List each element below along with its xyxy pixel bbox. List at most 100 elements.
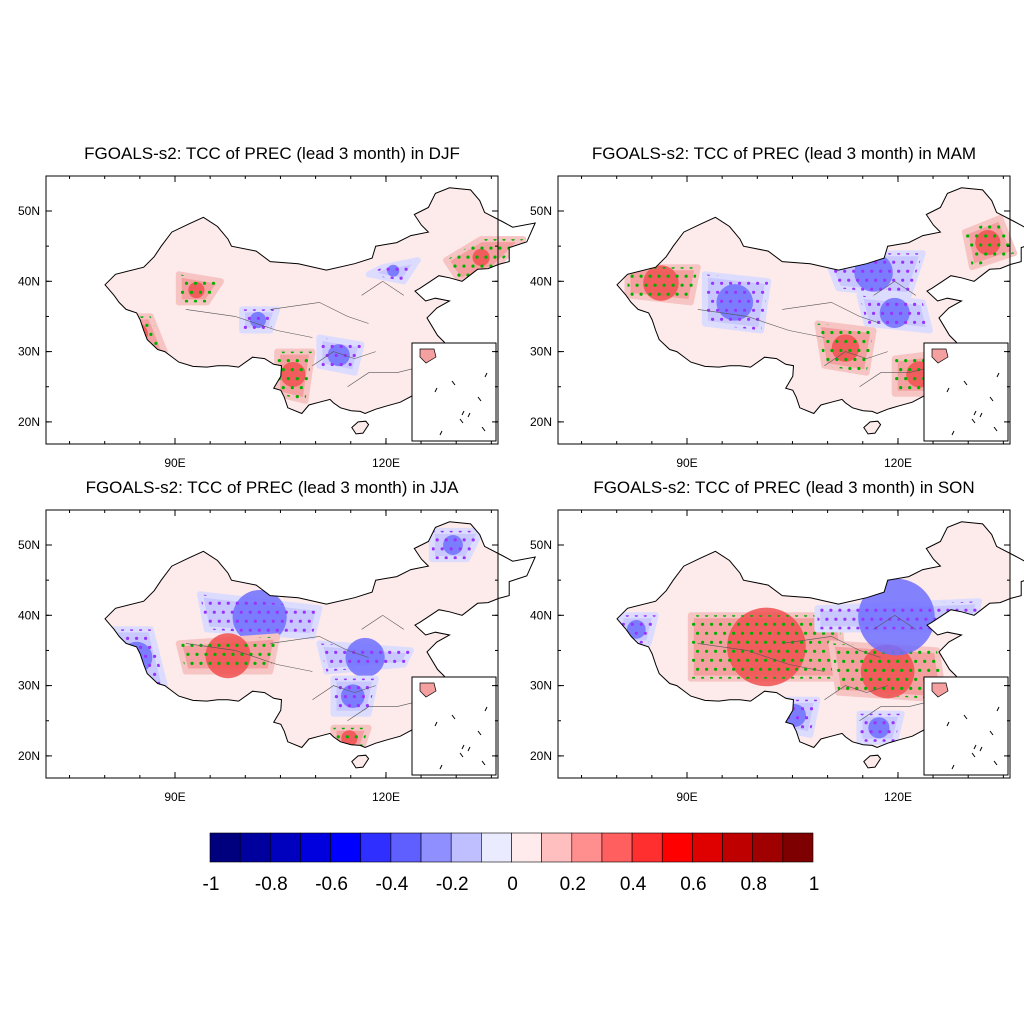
lat-tick-label: 30N — [530, 345, 552, 359]
colorbar-swatch — [239, 832, 271, 863]
colorbar-label: -0.4 — [376, 874, 409, 895]
colorbar-label: -0.6 — [315, 874, 348, 895]
colorbar-swatch — [420, 832, 452, 863]
province-boundary — [824, 685, 888, 700]
china-boundary — [104, 521, 537, 749]
colorbar-swatch — [209, 832, 241, 863]
colorbar-swatch — [450, 832, 482, 863]
province-boundary — [859, 699, 937, 722]
panel-djf: FGOALS-s2: TCC of PREC (lead 3 month) in… — [18, 144, 537, 470]
panel-title: FGOALS-s2: TCC of PREC (lead 3 month) in… — [84, 144, 460, 163]
colorbar-label: -0.2 — [436, 874, 469, 895]
colorbar-label: 0.2 — [560, 874, 586, 895]
china-boundary — [104, 187, 537, 415]
colorbar-swatch — [330, 832, 362, 863]
map-panels: FGOALS-s2: TCC of PREC (lead 3 month) in… — [18, 144, 1024, 804]
colorbar-swatch — [511, 832, 542, 863]
map-frame — [45, 175, 499, 445]
colorbar-label: 0.4 — [620, 874, 647, 895]
colorbar-swatch — [631, 832, 663, 863]
china-boundary — [616, 521, 1024, 749]
province-boundary — [697, 309, 825, 338]
province-boundary — [782, 302, 881, 324]
province-boundary — [270, 302, 369, 324]
lat-tick-label: 20N — [18, 415, 40, 429]
lon-tick-label: 90E — [676, 456, 697, 470]
colorbar-label: -1 — [203, 874, 220, 895]
colorbar-swatch — [571, 832, 603, 863]
lat-tick-label: 30N — [530, 679, 552, 693]
colorbar-swatch — [752, 832, 784, 863]
province-boundary — [312, 351, 376, 366]
lon-tick-label: 90E — [164, 456, 185, 470]
province-boundary — [697, 643, 825, 672]
lat-tick-label: 40N — [530, 274, 552, 288]
colorbar-swatch — [541, 832, 573, 863]
map-frame — [557, 509, 1011, 779]
colorbar-label: 0 — [507, 874, 518, 895]
lon-tick-label: 120E — [372, 456, 400, 470]
lat-tick-label: 50N — [18, 538, 40, 552]
panel-title: FGOALS-s2: TCC of PREC (lead 3 month) in… — [593, 478, 974, 497]
colorbar-swatch — [269, 832, 301, 863]
lat-tick-label: 50N — [530, 204, 552, 218]
colorbar-swatch — [782, 832, 814, 863]
lat-tick-label: 30N — [18, 679, 40, 693]
lat-tick-label: 30N — [18, 345, 40, 359]
panel-title: FGOALS-s2: TCC of PREC (lead 3 month) in… — [86, 478, 460, 497]
lat-tick-label: 40N — [18, 608, 40, 622]
lon-tick-label: 120E — [884, 456, 912, 470]
province-boundary — [312, 685, 376, 700]
hainan-outline — [863, 420, 882, 435]
colorbar-swatch — [601, 832, 633, 863]
panel-mam: FGOALS-s2: TCC of PREC (lead 3 month) in… — [530, 144, 1024, 470]
colorbar-swatch — [360, 832, 392, 863]
colorbar-swatch — [661, 832, 693, 863]
colorbar-label: 0.6 — [680, 874, 706, 895]
colorbar-swatch — [390, 832, 422, 863]
lon-tick-label: 90E — [676, 790, 697, 804]
colorbar: -1 -0.8 -0.6 -0.4 -0.2 0 0.2 0.4 0.6 0.8 1 — [203, 832, 819, 895]
colorbar-swatch — [300, 832, 331, 863]
south-china-sea-inset — [411, 676, 497, 776]
colorbar-label: -0.8 — [255, 874, 288, 895]
lat-tick-label: 20N — [530, 415, 552, 429]
province-boundary — [824, 351, 888, 366]
hainan-outline — [863, 754, 882, 769]
significance-stipple — [243, 309, 278, 329]
colorbar-swatch — [722, 832, 753, 863]
south-china-sea-inset — [923, 342, 1009, 442]
province-boundary — [873, 280, 916, 296]
province-boundary — [185, 643, 313, 672]
colorbar-label: 0.8 — [740, 874, 766, 895]
lat-tick-label: 20N — [530, 749, 552, 763]
map-frame — [45, 509, 499, 779]
colorbar-swatch — [692, 832, 723, 863]
province-boundary — [859, 365, 937, 388]
lat-tick-label: 20N — [18, 749, 40, 763]
hainan-outline — [351, 754, 370, 769]
province-boundary — [782, 636, 881, 658]
lat-tick-label: 40N — [18, 274, 40, 288]
south-china-sea-inset — [923, 676, 1009, 776]
lon-tick-label: 90E — [164, 790, 185, 804]
map-frame — [557, 175, 1011, 445]
province-boundary — [185, 309, 313, 338]
colorbar-swatch — [481, 832, 512, 863]
province-boundary — [361, 614, 404, 630]
province-boundary — [347, 365, 425, 388]
lon-tick-label: 120E — [884, 790, 912, 804]
province-boundary — [347, 699, 425, 722]
south-china-sea-inset — [411, 342, 497, 442]
panel-title: FGOALS-s2: TCC of PREC (lead 3 month) in… — [592, 144, 976, 163]
province-boundary — [270, 636, 369, 658]
province-boundary — [873, 614, 916, 630]
lon-tick-label: 120E — [372, 790, 400, 804]
lat-tick-label: 50N — [18, 204, 40, 218]
hainan-outline — [351, 420, 370, 435]
lat-tick-label: 50N — [530, 538, 552, 552]
lat-tick-label: 40N — [530, 608, 552, 622]
panel-son: FGOALS-s2: TCC of PREC (lead 3 month) in… — [530, 478, 1024, 804]
china-boundary — [616, 187, 1024, 415]
